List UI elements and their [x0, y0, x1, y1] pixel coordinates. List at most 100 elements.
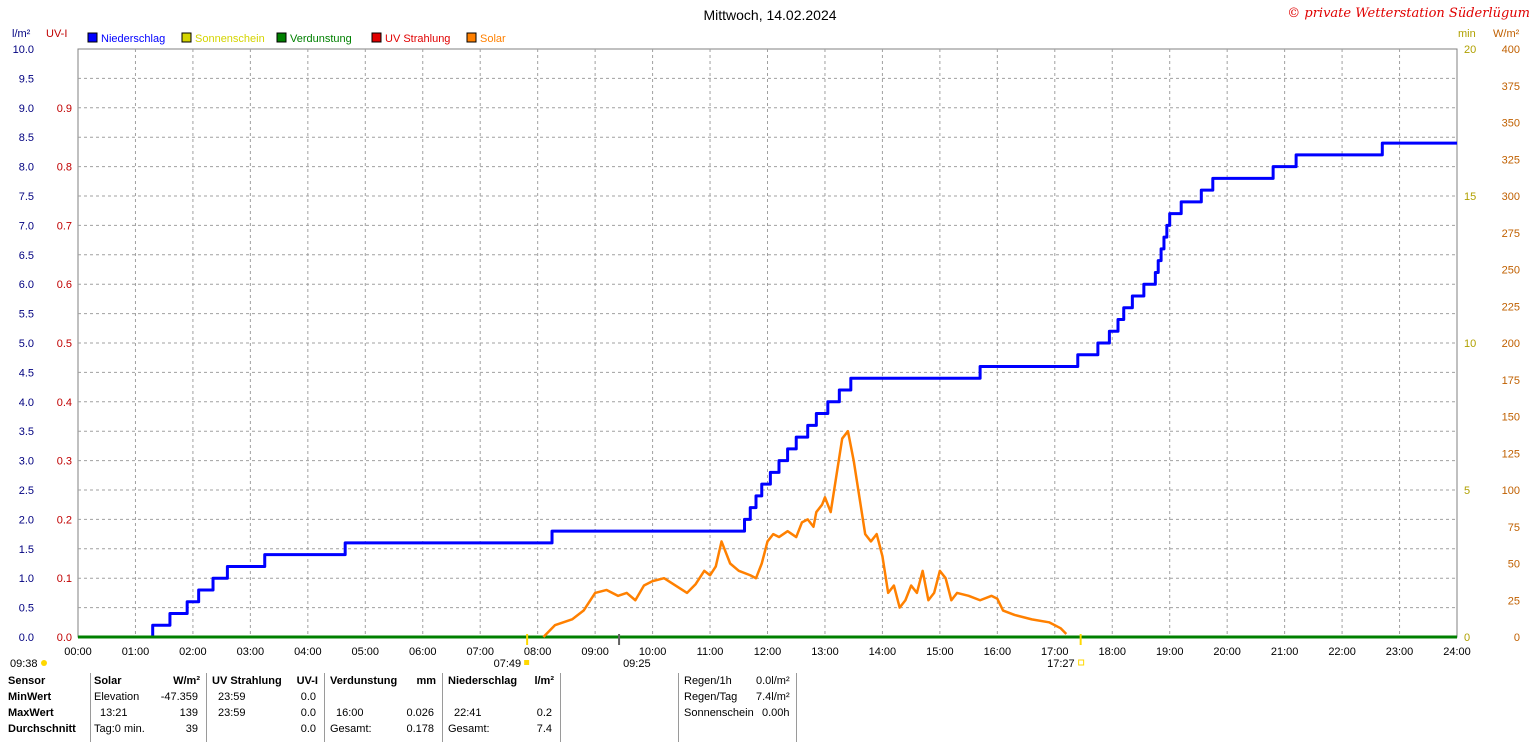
- rain-total-value: 7.4: [536, 723, 552, 735]
- x-tick-label: 22:00: [1328, 646, 1356, 658]
- rain-tick-label: 0.0: [19, 632, 34, 644]
- table-divider: [560, 673, 561, 742]
- solar-tick-label: 350: [1502, 118, 1520, 130]
- solar-tick-label: 400: [1502, 44, 1520, 56]
- table-divider: [206, 673, 207, 742]
- table-divider: [442, 673, 443, 742]
- x-tick-label: 01:00: [122, 646, 150, 658]
- rain-tick-label: 5.5: [19, 309, 34, 321]
- rain-tick-label: 6.0: [19, 279, 34, 291]
- evap-max-value: 0.026: [406, 707, 434, 719]
- row-label: MinWert: [8, 691, 52, 703]
- solar-tick-label: 200: [1502, 338, 1520, 350]
- sunrise-time-label: 07:49: [494, 658, 522, 670]
- x-tick-label: 07:00: [466, 646, 494, 658]
- minutes-tick-label: 10: [1464, 338, 1476, 350]
- evap-total-label: Gesamt:: [330, 723, 372, 735]
- solar-tick-label: 300: [1502, 191, 1520, 203]
- table-divider: [324, 673, 325, 742]
- header-rain: Niederschlag: [448, 675, 518, 687]
- moon-marker-dot: [41, 660, 47, 666]
- legend-swatch: [466, 32, 477, 43]
- weather-chart: Mittwoch, 14.02.2024 © private Wettersta…: [10, 6, 1530, 670]
- uv-min-time: 23:59: [218, 691, 246, 703]
- rain-tick-label: 4.0: [19, 397, 34, 409]
- summary-value: 7.4l/m²: [756, 691, 790, 703]
- summary-value: 0.0l/m²: [756, 675, 790, 687]
- summary-label: Sonnenschein: [684, 707, 754, 719]
- x-tick-label: 16:00: [984, 646, 1012, 658]
- chart-markers: 09:38 07:49 09:25 17:27: [10, 634, 1085, 670]
- chart-legend: Niederschlag Sonnenschein Verdunstung UV St…: [87, 32, 506, 45]
- rain-tick-label: 9.0: [19, 103, 34, 115]
- summary-label: Regen/Tag: [684, 691, 738, 703]
- row-label: Durchschnitt: [8, 723, 76, 735]
- stats-table: Sensor Solar W/m² UV Strahlung UV-I Verd…: [0, 673, 1536, 742]
- uv-tick-label: 0.1: [57, 573, 72, 585]
- rain-tick-label: 1.0: [19, 573, 34, 585]
- solar-tick-label: 50: [1508, 559, 1520, 571]
- solar-tick-label: 125: [1502, 448, 1520, 460]
- solar-tick-label: 0: [1514, 632, 1520, 644]
- sunset-marker-dot: [1078, 659, 1085, 666]
- solar-tick-label: 325: [1502, 154, 1520, 166]
- legend-swatch: [181, 32, 192, 43]
- uv-tick-label: 0.7: [57, 220, 72, 232]
- rain-total-label: Gesamt:: [448, 723, 490, 735]
- uv-tick-label: 0.2: [57, 514, 72, 526]
- uv-min-value: 0.0: [300, 691, 316, 703]
- x-tick-label: 17:00: [1041, 646, 1069, 658]
- uv-tick-label: 0.8: [57, 162, 72, 174]
- uv-tick-label: 0.3: [57, 456, 72, 468]
- copyright-text: © private Wetterstation Süderlügum: [1287, 6, 1530, 21]
- solar-tick-label: 275: [1502, 228, 1520, 240]
- header-evap: Verdunstung: [330, 675, 398, 687]
- sunset-time-label: 17:27: [1047, 658, 1075, 670]
- x-tick-label: 06:00: [409, 646, 437, 658]
- header-uv: UV Strahlung: [212, 675, 282, 687]
- minutes-tick-label: 20: [1464, 44, 1476, 56]
- rain-tick-label: 2.0: [19, 514, 34, 526]
- rain-tick-label: 7.5: [19, 191, 34, 203]
- x-tick-label: 19:00: [1156, 646, 1184, 658]
- legend-label: Verdunstung: [290, 33, 352, 45]
- rain-tick-label: 9.5: [19, 73, 34, 85]
- solar-avg-time: Tag:0 min.: [94, 723, 145, 735]
- solar-tick-label: 100: [1502, 485, 1520, 497]
- x-tick-label: 13:00: [811, 646, 839, 658]
- header-rain-unit: l/m²: [534, 675, 554, 687]
- x-tick-label: 12:00: [754, 646, 782, 658]
- table-divider: [90, 673, 91, 742]
- table-divider: [796, 673, 797, 742]
- minutes-axis-unit: min: [1458, 28, 1476, 40]
- header-solar: Solar: [94, 675, 122, 687]
- summary-label: Regen/1h: [684, 675, 732, 687]
- header-solar-unit: W/m²: [173, 675, 200, 687]
- rain-axis-unit: l/m²: [12, 28, 31, 40]
- chart-axes: 00:00 01:00 02:00 03:00 04:00 05:00 06:00 07:00…: [13, 44, 1520, 658]
- solar-max-value: 139: [179, 707, 198, 719]
- x-tick-label: 04:00: [294, 646, 322, 658]
- x-tick-label: 09:00: [581, 646, 609, 658]
- solar-min-time: Elevation: [94, 691, 140, 703]
- x-tick-label: 02:00: [179, 646, 207, 658]
- uv-tick-label: 0.0: [57, 632, 72, 644]
- legend-label: Sonnenschein: [195, 33, 265, 45]
- x-tick-label: 23:00: [1386, 646, 1414, 658]
- rain-tick-label: 7.0: [19, 220, 34, 232]
- uv-max-time: 23:59: [218, 707, 246, 719]
- series-line-solar: [542, 429, 1068, 638]
- solar-axis-unit: W/m²: [1493, 28, 1520, 40]
- chart-series: [78, 141, 1457, 639]
- uv-tick-label: 0.5: [57, 338, 72, 350]
- legend-swatch: [276, 32, 287, 43]
- rain-tick-label: 10.0: [13, 44, 34, 56]
- minutes-tick-label: 5: [1464, 485, 1470, 497]
- rain-tick-label: 5.0: [19, 338, 34, 350]
- series-line-niederschlag: [78, 141, 1457, 639]
- legend-swatch: [371, 32, 382, 43]
- legend-label: Solar: [480, 33, 506, 45]
- rain-tick-label: 4.5: [19, 367, 34, 379]
- uv-tick-label: 0.4: [57, 397, 72, 409]
- solar-tick-label: 250: [1502, 265, 1520, 277]
